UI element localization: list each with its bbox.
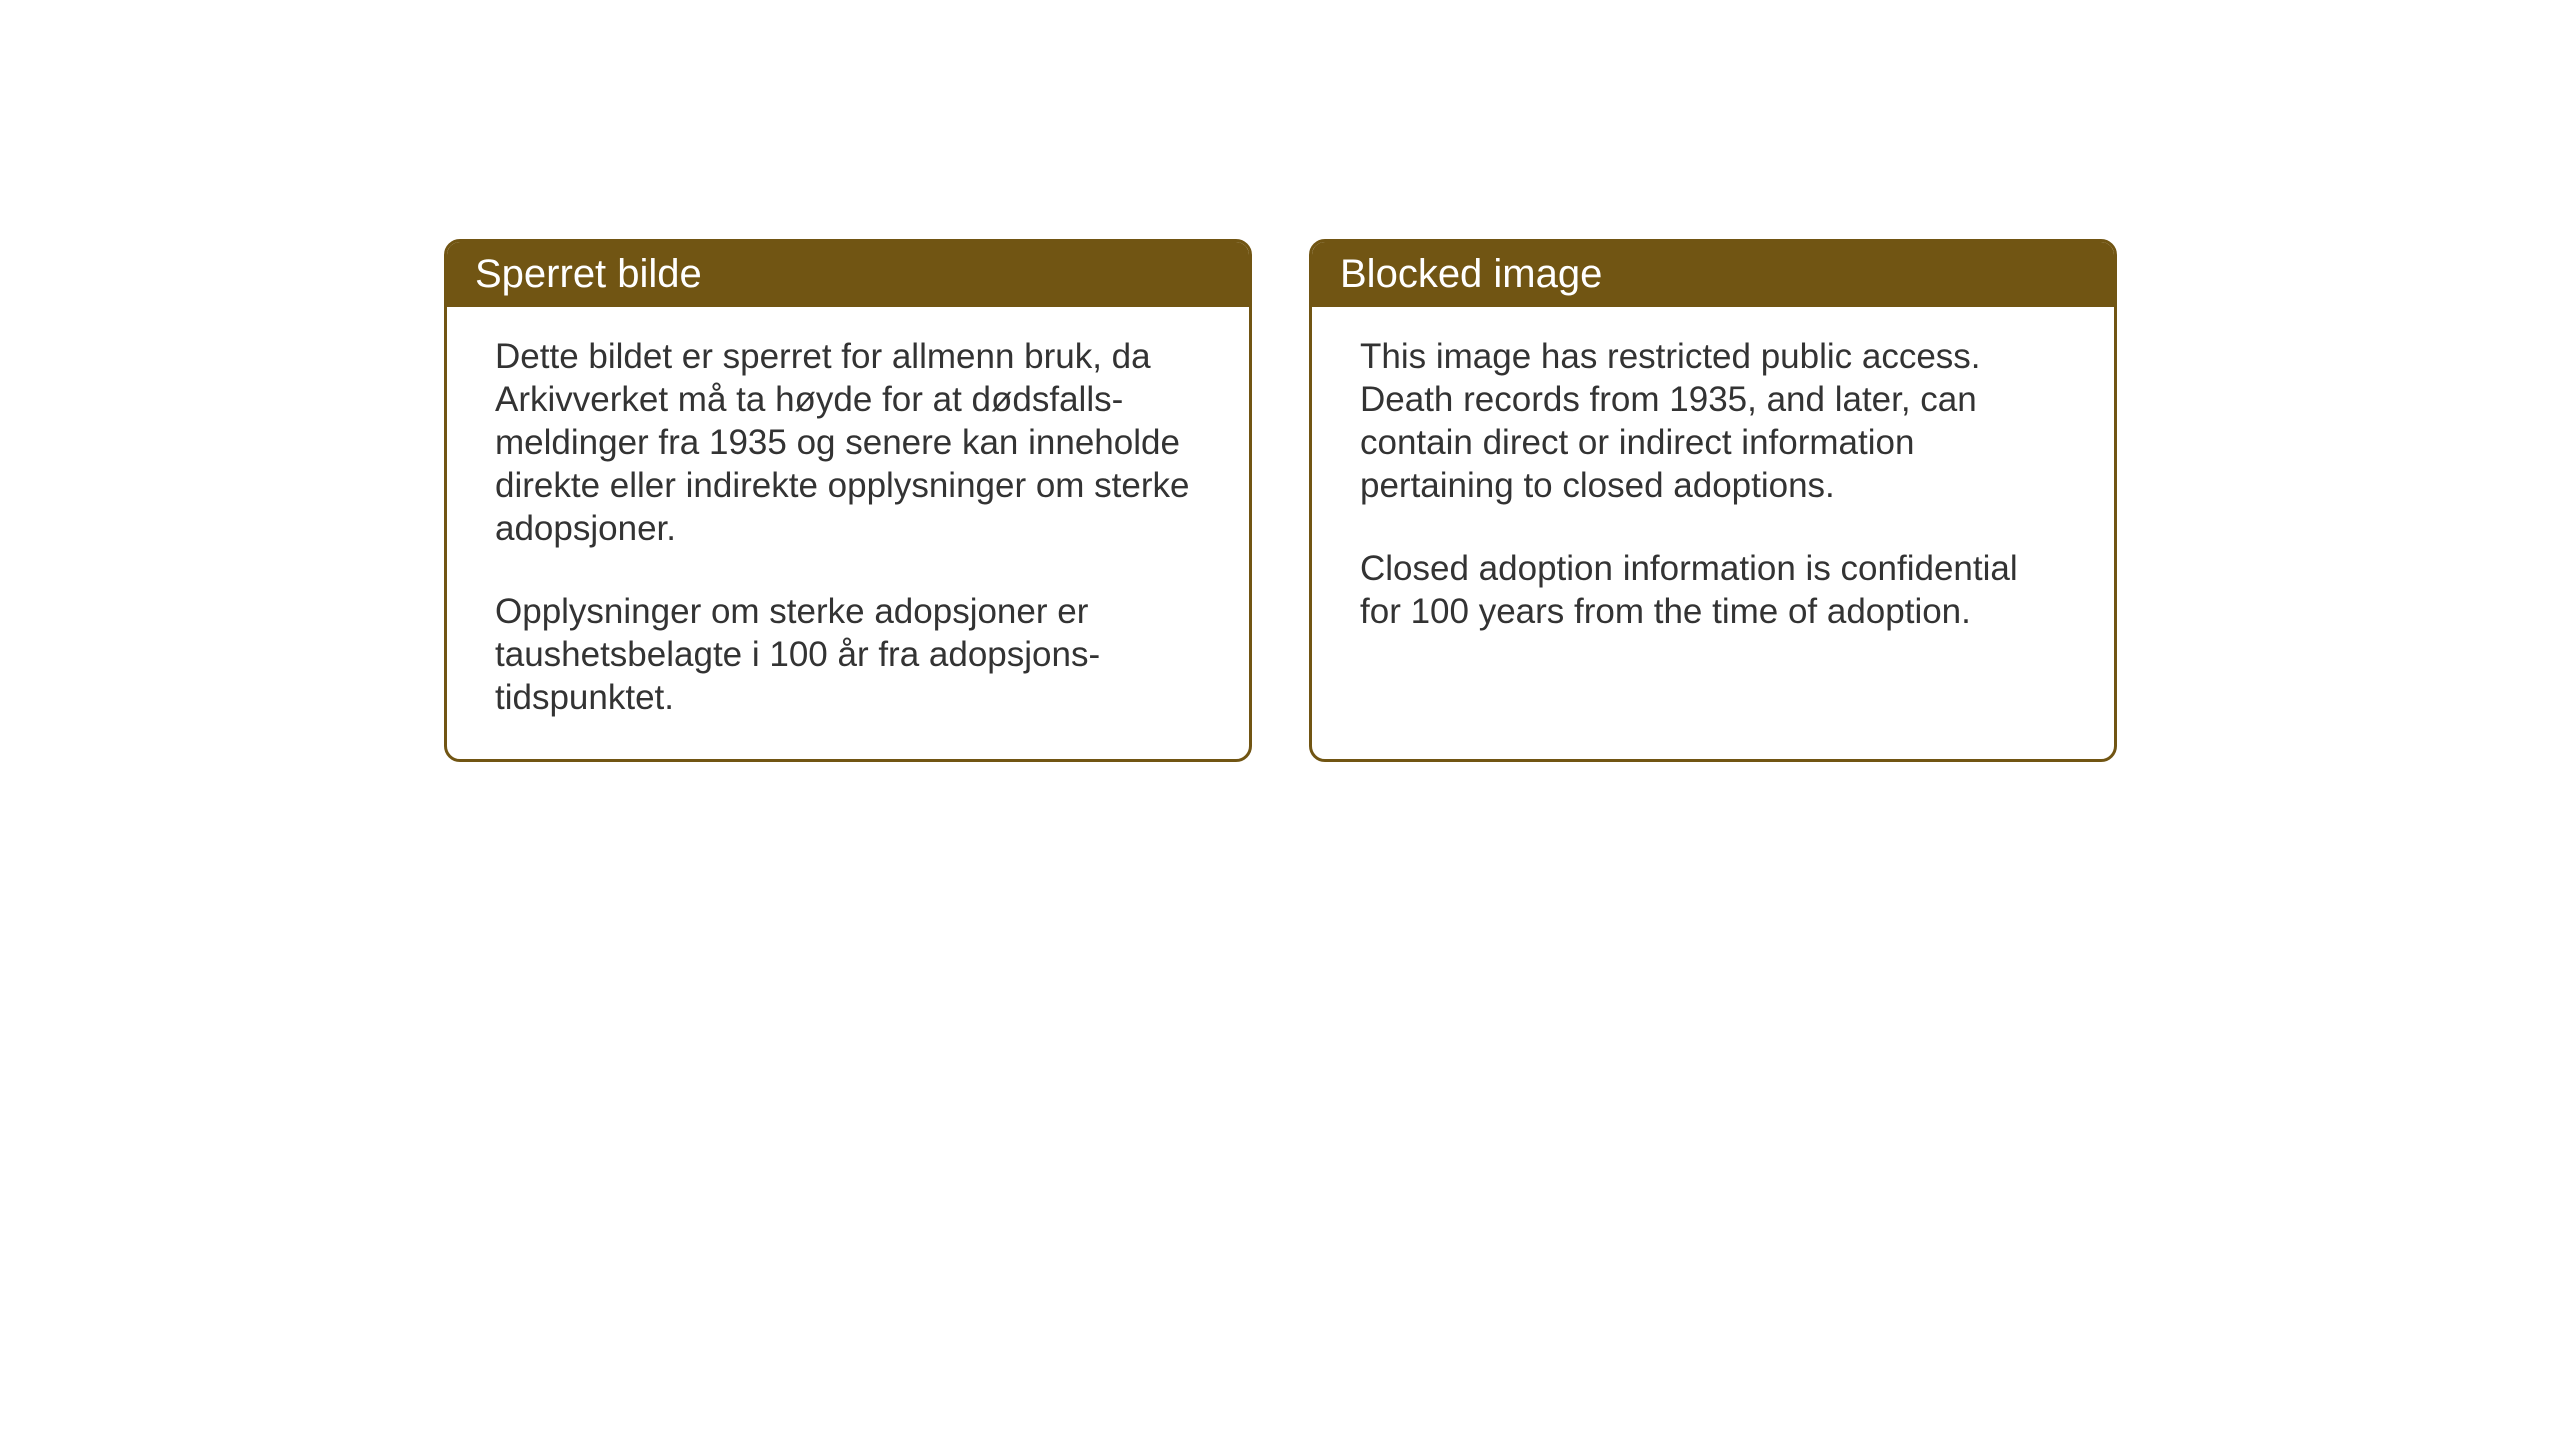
card-paragraph-english-2: Closed adoption information is confident… [1360,547,2066,633]
card-paragraph-english-1: This image has restricted public access.… [1360,335,2066,507]
card-title-norwegian: Sperret bilde [475,252,702,296]
card-header-english: Blocked image [1312,242,2114,307]
notice-container: Sperret bilde Dette bildet er sperret fo… [444,239,2117,762]
card-header-norwegian: Sperret bilde [447,242,1249,307]
card-body-norwegian: Dette bildet er sperret for allmenn bruk… [447,307,1249,759]
card-paragraph-norwegian-1: Dette bildet er sperret for allmenn bruk… [495,335,1201,550]
notice-card-english: Blocked image This image has restricted … [1309,239,2117,762]
card-paragraph-norwegian-2: Opplysninger om sterke adopsjoner er tau… [495,590,1201,719]
notice-card-norwegian: Sperret bilde Dette bildet er sperret fo… [444,239,1252,762]
card-title-english: Blocked image [1340,252,1602,296]
card-body-english: This image has restricted public access.… [1312,307,2114,739]
